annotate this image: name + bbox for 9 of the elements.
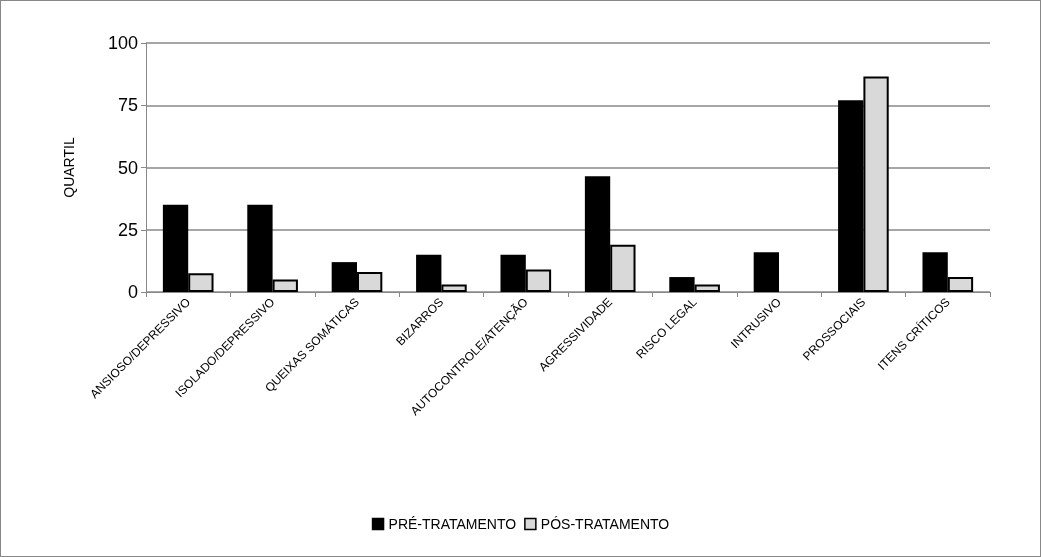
y-tick-label: 0 bbox=[127, 282, 138, 302]
y-tick-label: 100 bbox=[107, 33, 138, 53]
legend-label: PÓS-TRATAMENTO bbox=[540, 516, 670, 532]
y-tick-label: 25 bbox=[117, 219, 138, 240]
bar bbox=[753, 252, 779, 292]
y-axis-title: QUARTIL bbox=[61, 137, 77, 198]
legend-label: PRÉ-TRATAMENTO bbox=[388, 516, 517, 532]
y-tick-label: 50 bbox=[117, 157, 138, 178]
y-tick-label: 75 bbox=[117, 95, 138, 116]
